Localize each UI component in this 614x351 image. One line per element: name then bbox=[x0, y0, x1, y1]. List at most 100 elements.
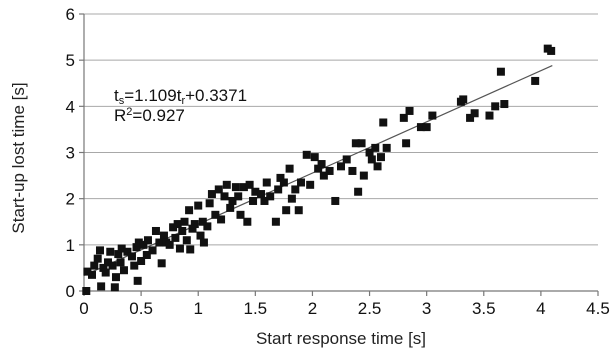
x-tick-0.5: 0.5 bbox=[129, 299, 153, 318]
data-point-60 bbox=[231, 183, 240, 192]
data-point-16 bbox=[117, 244, 126, 253]
data-point-9 bbox=[103, 258, 112, 267]
y-tick-2: 2 bbox=[66, 190, 75, 209]
data-point-99 bbox=[371, 143, 380, 152]
data-point-90 bbox=[337, 162, 345, 171]
data-point-8 bbox=[101, 268, 110, 277]
data-point-120 bbox=[547, 46, 556, 55]
eq-var-t: t bbox=[114, 86, 119, 105]
data-point-100 bbox=[373, 162, 382, 171]
y-axis-label: Start-up lost time [s] bbox=[9, 82, 28, 233]
data-point-36 bbox=[171, 233, 180, 242]
data-point-73 bbox=[274, 185, 283, 194]
data-point-31 bbox=[157, 259, 166, 268]
data-point-74 bbox=[276, 173, 285, 182]
data-point-41 bbox=[182, 236, 191, 245]
x-tick-labels: 0 0.5 1 1.5 2 2.5 3 3.5 4 4.5 bbox=[79, 299, 610, 318]
data-point-97 bbox=[365, 148, 374, 157]
data-point-109 bbox=[428, 111, 437, 120]
data-point-42 bbox=[185, 206, 194, 215]
data-point-14 bbox=[114, 250, 123, 259]
data-point-80 bbox=[294, 206, 303, 215]
data-point-103 bbox=[382, 143, 391, 152]
data-point-85 bbox=[314, 164, 323, 173]
data-points bbox=[82, 44, 556, 295]
data-point-98 bbox=[367, 155, 376, 164]
eq-sub-r: r bbox=[181, 95, 186, 107]
x-tick-3.5: 3.5 bbox=[472, 299, 496, 318]
axes bbox=[79, 13, 599, 296]
data-point-37 bbox=[173, 220, 182, 229]
data-point-72 bbox=[271, 217, 280, 226]
data-point-117 bbox=[500, 100, 509, 109]
data-point-104 bbox=[399, 113, 408, 122]
data-point-86 bbox=[317, 160, 326, 169]
data-point-56 bbox=[220, 192, 229, 201]
data-point-91 bbox=[342, 155, 351, 164]
data-point-83 bbox=[306, 180, 315, 189]
data-point-53 bbox=[211, 210, 220, 219]
data-point-95 bbox=[357, 139, 366, 148]
data-point-68 bbox=[257, 190, 266, 199]
data-point-38 bbox=[175, 244, 184, 253]
data-point-29 bbox=[151, 226, 160, 235]
data-point-45 bbox=[190, 220, 199, 229]
data-point-5 bbox=[95, 246, 104, 255]
data-point-88 bbox=[325, 166, 334, 175]
data-point-92 bbox=[348, 166, 357, 175]
x-tick-4: 4 bbox=[536, 299, 545, 318]
data-point-115 bbox=[491, 102, 500, 111]
data-point-76 bbox=[282, 206, 291, 215]
data-point-61 bbox=[234, 192, 243, 201]
data-point-3 bbox=[90, 261, 99, 270]
data-point-11 bbox=[108, 261, 117, 270]
y-tick-0: 0 bbox=[66, 282, 75, 301]
data-point-62 bbox=[236, 210, 245, 219]
r2-value: =0.927 bbox=[132, 106, 185, 125]
data-point-26 bbox=[142, 250, 151, 259]
data-point-57 bbox=[222, 180, 231, 189]
data-point-67 bbox=[251, 187, 260, 196]
data-point-13 bbox=[111, 273, 120, 282]
data-point-66 bbox=[249, 196, 258, 205]
data-point-101 bbox=[376, 153, 385, 162]
y-tick-1: 1 bbox=[66, 236, 75, 255]
data-point-7 bbox=[99, 263, 108, 272]
data-point-2 bbox=[87, 270, 96, 279]
data-point-112 bbox=[466, 113, 475, 122]
data-point-70 bbox=[262, 178, 271, 187]
data-point-35 bbox=[169, 223, 178, 232]
data-point-0 bbox=[82, 287, 91, 295]
data-point-59 bbox=[228, 196, 237, 205]
y-tick-labels: 0 1 2 3 4 5 6 bbox=[66, 5, 75, 301]
data-point-113 bbox=[470, 109, 479, 118]
data-point-118 bbox=[531, 76, 540, 85]
data-point-30 bbox=[155, 238, 164, 247]
data-point-21 bbox=[132, 243, 141, 252]
data-point-108 bbox=[422, 123, 431, 132]
r2-var: R bbox=[114, 106, 127, 125]
data-point-54 bbox=[214, 185, 223, 194]
data-point-52 bbox=[207, 190, 216, 199]
data-point-17 bbox=[119, 266, 128, 275]
x-tick-2: 2 bbox=[308, 299, 317, 318]
data-point-6 bbox=[97, 282, 106, 291]
data-point-19 bbox=[127, 252, 136, 261]
data-point-47 bbox=[196, 231, 205, 240]
y-tick-5: 5 bbox=[66, 51, 75, 70]
data-point-116 bbox=[496, 67, 505, 76]
data-point-4 bbox=[93, 254, 102, 263]
x-tick-1.5: 1.5 bbox=[244, 299, 268, 318]
r2-exponent: 2 bbox=[126, 106, 133, 118]
data-point-79 bbox=[291, 185, 300, 194]
r-squared-label: R2=0.927 bbox=[114, 107, 185, 125]
data-point-105 bbox=[402, 139, 411, 148]
data-point-69 bbox=[260, 196, 269, 205]
data-point-81 bbox=[297, 178, 306, 187]
data-point-75 bbox=[279, 178, 288, 187]
data-point-78 bbox=[287, 194, 296, 203]
data-point-111 bbox=[459, 95, 468, 104]
data-point-43 bbox=[186, 245, 195, 254]
data-point-23 bbox=[134, 238, 143, 247]
